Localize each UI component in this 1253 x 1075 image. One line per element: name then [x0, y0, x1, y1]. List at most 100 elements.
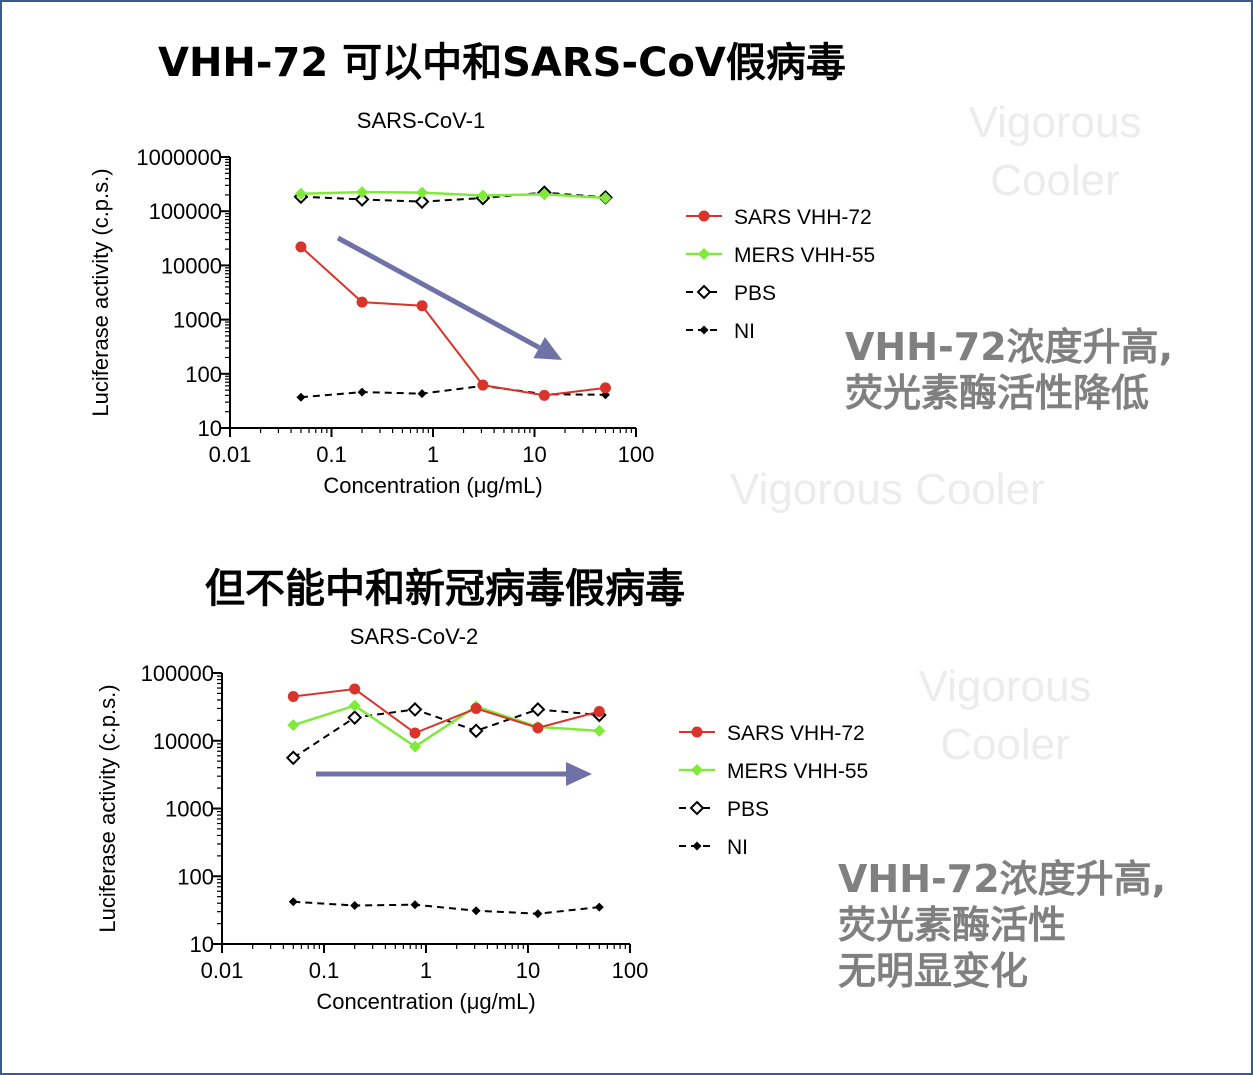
legend-label-sars: SARS VHH-72	[734, 206, 872, 229]
data-point-sars	[477, 379, 489, 391]
legend-label-mers: MERS VHH-55	[727, 760, 868, 783]
y-tick-label: 100	[177, 864, 214, 889]
data-point-sars	[349, 683, 361, 695]
trend-arrow-head	[533, 337, 562, 360]
trend-arrow-shaft	[336, 235, 541, 350]
annotation-bottom: VHH-72浓度升高, 荧光素酶活性 无明显变化	[838, 856, 1166, 994]
x-tick-label: 0.1	[309, 958, 340, 983]
series-sars	[287, 683, 605, 739]
data-point-ni	[288, 897, 298, 907]
data-point-sars	[593, 706, 605, 718]
x-tick-label: 1	[420, 958, 432, 983]
x-tick-label: 1	[427, 442, 439, 467]
series-mers	[287, 699, 606, 753]
legend: SARS VHH-72 MERS VHH-55 PBS NI	[686, 206, 875, 343]
y-tick-label: 10	[190, 932, 214, 957]
data-point-mers	[538, 188, 551, 201]
data-point-sars	[409, 727, 421, 739]
legend-label-ni: NI	[727, 836, 748, 859]
y-axis-label: Luciferase activity (c.p.s.)	[88, 168, 113, 416]
legend-label-pbs: PBS	[727, 798, 769, 821]
data-point-sars	[295, 241, 307, 253]
y-tick-label: 10000	[153, 729, 214, 754]
y-tick-label: 100000	[149, 199, 222, 224]
annotation-bottom-line-2: 荧光素酶活性	[838, 903, 1067, 947]
data-point-sars	[538, 389, 550, 401]
data-point-sars	[599, 382, 611, 394]
watermark-middle: Vigorous Cooler	[730, 465, 1045, 514]
series-ni	[288, 897, 604, 919]
chart-title: SARS-CoV-2	[350, 624, 478, 649]
x-tick-label: 0.1	[316, 442, 347, 467]
legend-marker-sars	[698, 210, 710, 222]
series-line-mers	[300, 190, 606, 200]
x-tick-label: 0.01	[209, 442, 252, 467]
data-point-ni	[357, 387, 367, 397]
y-tick-label: 1000	[173, 308, 222, 333]
data-point-sars	[356, 296, 368, 308]
data-point-sars	[470, 702, 482, 714]
series-line-mers	[292, 704, 600, 749]
data-point-pbs	[285, 750, 301, 766]
x-tick-label: 100	[612, 958, 649, 983]
data-point-sars	[416, 300, 428, 312]
legend-marker-sars	[691, 726, 703, 738]
data-point-ni	[471, 906, 481, 916]
data-point-ni	[410, 900, 420, 910]
legend-marker-mers	[691, 764, 703, 776]
data-point-mers	[408, 740, 421, 753]
annotation-bottom-line-1: VHH-72浓度升高,	[838, 857, 1167, 901]
x-axis-label: Concentration (μg/mL)	[316, 989, 535, 1014]
legend-label-pbs: PBS	[734, 282, 776, 305]
series-ni	[296, 381, 610, 402]
data-point-mers	[287, 719, 300, 732]
legend-label-sars: SARS VHH-72	[727, 722, 865, 745]
y-tick-label: 1000000	[136, 145, 222, 170]
series-pbs	[293, 185, 613, 210]
series-line-ni	[293, 900, 600, 915]
y-tick-label: 10000	[161, 253, 222, 278]
data-point-pbs	[354, 191, 370, 207]
series-line-pbs	[300, 191, 606, 203]
data-point-pbs	[407, 702, 423, 717]
data-point-mers	[348, 699, 361, 712]
data-point-pbs	[414, 194, 430, 210]
chart-2: SARS-CoV-2 10 100 1000 10000 100000 0.01 0.1 1 10…	[95, 624, 868, 1014]
annotation-top-line-2: 荧光素酶活性降低	[845, 371, 1150, 415]
trend-arrow-head	[566, 762, 592, 786]
x-tick-label: 100	[618, 442, 655, 467]
watermark-lower-right: Vigorous Cooler	[918, 662, 1092, 769]
legend-marker-pbs	[696, 284, 712, 300]
data-point-mers	[599, 192, 612, 205]
annotation-top-line-1: VHH-72浓度升高,	[845, 325, 1174, 369]
annotation-bottom-line-3: 无明显变化	[838, 949, 1029, 993]
data-point-pbs	[530, 702, 546, 717]
data-point-mers	[294, 187, 307, 200]
data-point-ni	[594, 902, 604, 912]
series-sars	[295, 241, 611, 401]
x-tick-label: 0.01	[201, 958, 244, 983]
legend-marker-pbs	[689, 800, 705, 816]
legend-label-mers: MERS VHH-55	[734, 244, 875, 267]
legend-label-ni: NI	[734, 320, 755, 343]
data-point-mers	[356, 186, 369, 199]
data-point-pbs	[347, 710, 363, 725]
legend-marker-ni	[692, 841, 702, 851]
legend-marker-ni	[699, 325, 709, 335]
data-point-ni	[533, 909, 543, 919]
series-mers	[294, 186, 612, 205]
y-tick-label: 10	[198, 416, 222, 441]
annotation-top: VHH-72浓度升高, 荧光素酶活性降低	[845, 324, 1173, 416]
watermark-top-right: Vigorous Cooler	[968, 98, 1142, 205]
data-point-mers	[476, 189, 489, 202]
y-tick-label: 1000	[165, 797, 214, 822]
chart-1: SARS-CoV-1 10 100 1000 10000 100000 1000000 0.0…	[88, 108, 875, 498]
heading-top: VHH-72 可以中和SARS-CoV假病毒	[158, 40, 846, 86]
y-axis-label: Luciferase activity (c.p.s.)	[95, 684, 120, 932]
data-point-ni	[296, 392, 306, 402]
chart-title: SARS-CoV-1	[357, 108, 485, 133]
heading-bottom: 但不能中和新冠病毒假病毒	[205, 566, 685, 612]
data-point-pbs	[468, 723, 484, 739]
